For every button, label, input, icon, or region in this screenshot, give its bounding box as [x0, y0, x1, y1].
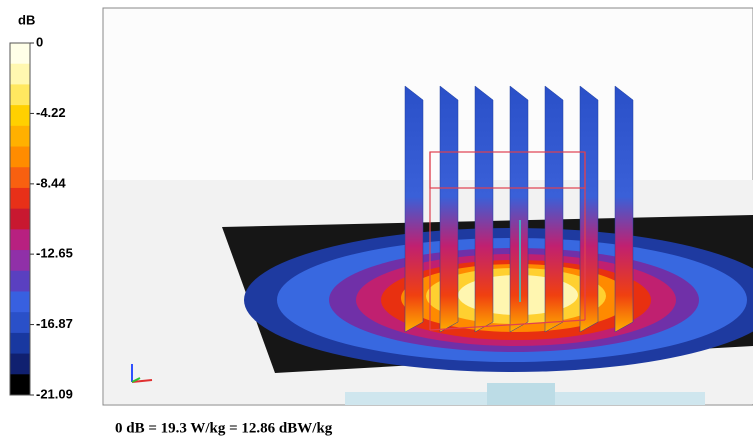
- colorbar-band: [10, 187, 30, 210]
- colorbar-band: [10, 146, 30, 168]
- colorbar-band: [10, 125, 30, 148]
- colorbar-tick-label: -8.44: [36, 175, 66, 190]
- blade: [404, 85, 424, 333]
- colorbar-unit: dB: [18, 12, 35, 27]
- colorbar-band: [10, 63, 30, 85]
- colorbar-band: [10, 167, 30, 189]
- colorbar-band: [10, 291, 30, 313]
- blade: [474, 85, 494, 333]
- wireframe: [429, 151, 586, 331]
- axis-triad: [131, 364, 153, 383]
- colorbar: [9, 42, 31, 396]
- colorbar-band: [10, 250, 30, 272]
- antenna-blades: [404, 85, 634, 333]
- colorbar-tick-label: -21.09: [36, 386, 73, 401]
- viewport: [102, 7, 753, 406]
- colorbar-band: [10, 332, 30, 355]
- colorbar-tick-label: 0: [36, 34, 43, 49]
- colorbar-band: [10, 229, 30, 251]
- caption: 0 dB = 19.3 W/kg = 12.86 dBW/kg: [115, 420, 333, 436]
- colorbar-tick-label: -12.65: [36, 246, 73, 261]
- colorbar-tick-label: -4.22: [36, 105, 66, 120]
- colorbar-band: [10, 43, 30, 65]
- blade: [614, 85, 634, 333]
- colorbar-band: [10, 374, 30, 396]
- colorbar-band: [10, 105, 30, 127]
- colorbar-ticks: 0 -4.22 -8.44 -12.65 -16.87 -21.09: [30, 34, 73, 401]
- blade: [579, 85, 599, 333]
- colorbar-frame: [9, 42, 31, 396]
- colorbar-band: [10, 208, 30, 230]
- colorbar-band: [10, 353, 30, 375]
- blade: [509, 85, 529, 333]
- colorbar-band: [10, 84, 30, 106]
- colorbar-band: [10, 270, 30, 292]
- base-block: [487, 383, 555, 405]
- colorbar-tick-label: -16.87: [36, 316, 73, 331]
- colorbar-band: [10, 312, 30, 334]
- blade: [439, 85, 459, 333]
- blade: [544, 85, 564, 333]
